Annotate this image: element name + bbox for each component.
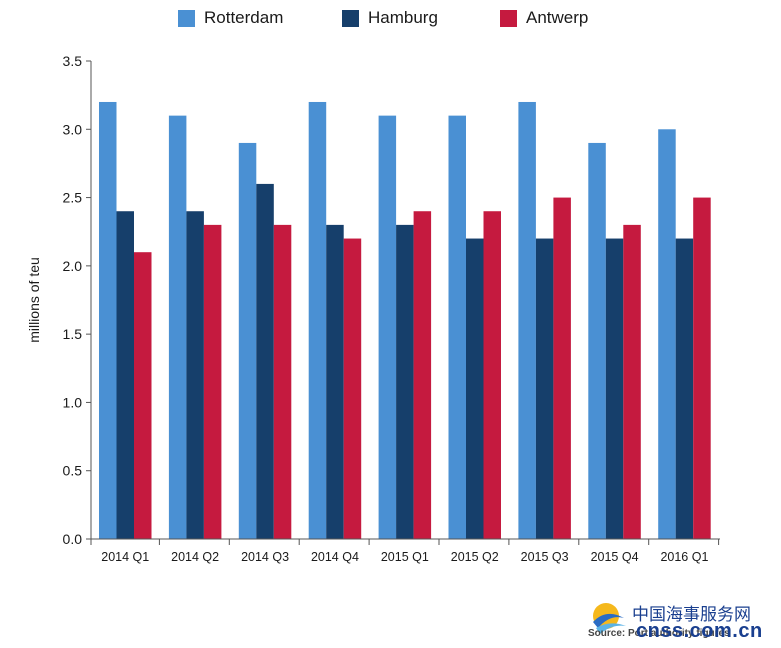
y-tick-label: 3.0: [63, 121, 83, 137]
y-tick-label: 0.5: [63, 463, 83, 479]
bar-hamburg-2016-q1: [675, 238, 694, 540]
bar-rotterdam-2015-q4: [588, 142, 606, 539]
x-tick-label: 2015 Q1: [381, 550, 429, 564]
bar-rotterdam-2015-q2: [448, 115, 466, 539]
legend-label-rotterdam: Rotterdam: [204, 8, 284, 27]
legend: Rotterdam Hamburg Antwerp: [0, 6, 781, 30]
bar-hamburg-2014-q3: [256, 183, 274, 539]
x-tick-label: 2015 Q4: [591, 550, 639, 564]
bar-rotterdam-2015-q1: [378, 115, 397, 539]
x-tick-label: 2014 Q4: [311, 550, 359, 564]
x-tick-label: 2015 Q3: [521, 550, 569, 564]
bar-antwerp-2014-q3: [273, 224, 292, 539]
cnss-logo-icon: [593, 603, 626, 634]
bar-hamburg-2015-q4: [605, 238, 624, 540]
legend-item-rotterdam: Rotterdam: [178, 6, 283, 30]
legend-item-antwerp: Antwerp: [500, 6, 588, 30]
bar-rotterdam-2014-q1: [99, 101, 117, 539]
bar-hamburg-2015-q3: [535, 238, 554, 540]
watermark-site-cn: 中国海事服务网: [632, 605, 751, 624]
watermark: Source: Port authority figures 中国海事服务网 c…: [588, 598, 778, 644]
source-text: Source: Port authority figures: [588, 628, 730, 639]
bar-hamburg-2014-q2: [186, 211, 204, 539]
y-tick-label: 2.0: [63, 258, 83, 274]
bar-rotterdam-2015-q3: [518, 101, 536, 539]
bar-hamburg-2015-q2: [466, 238, 484, 540]
bar-antwerp-2015-q1: [413, 211, 432, 539]
bar-antwerp-2014-q1: [134, 252, 152, 539]
watermark-site-en: cnss.com.cn: [636, 620, 763, 642]
legend-label-hamburg: Hamburg: [368, 8, 438, 27]
y-tick-label: 3.5: [63, 53, 83, 69]
legend-swatch-antwerp: [500, 9, 517, 27]
bar-antwerp-2015-q4: [623, 224, 641, 539]
x-tick-label: 2014 Q2: [171, 550, 219, 564]
bar-rotterdam-2014-q3: [238, 142, 257, 539]
bar-rotterdam-2014-q4: [308, 101, 327, 539]
x-tick-label: 2014 Q3: [241, 550, 289, 564]
bar-rotterdam-2016-q1: [658, 129, 676, 540]
y-tick-label: 0.0: [63, 531, 83, 547]
bar-hamburg-2015-q1: [396, 224, 414, 539]
bar-hamburg-2014-q1: [116, 211, 134, 539]
y-tick-label: 2.5: [63, 190, 83, 206]
y-tick-label: 1.5: [63, 326, 83, 342]
x-tick-label: 2015 Q2: [451, 550, 499, 564]
legend-label-antwerp: Antwerp: [526, 8, 589, 27]
x-tick-label: 2014 Q1: [101, 550, 149, 564]
legend-swatch-rotterdam: [178, 9, 195, 27]
bar-antwerp-2015-q3: [553, 197, 571, 540]
bar-rotterdam-2014-q2: [168, 115, 187, 539]
bar-hamburg-2014-q4: [326, 224, 344, 539]
bar-antwerp-2014-q2: [203, 224, 222, 539]
bar-antwerp-2015-q2: [483, 211, 501, 539]
x-tick-label: 2016 Q1: [660, 550, 708, 564]
bar-antwerp-2016-q1: [693, 197, 711, 540]
bar-antwerp-2014-q4: [343, 238, 362, 540]
y-tick-label: 1.0: [63, 394, 83, 410]
legend-swatch-hamburg: [342, 9, 359, 27]
legend-item-hamburg: Hamburg: [342, 6, 438, 30]
